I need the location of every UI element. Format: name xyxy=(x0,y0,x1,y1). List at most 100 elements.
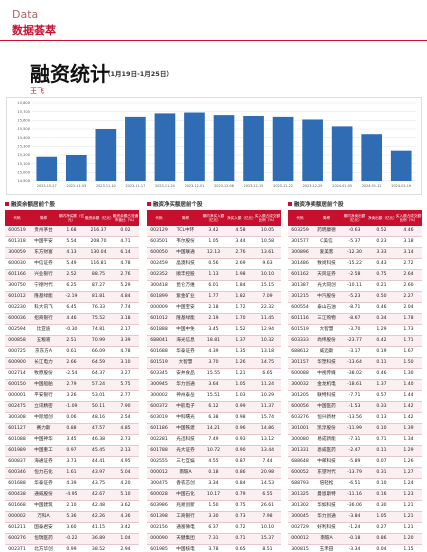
table-cell: 0.31 xyxy=(376,470,387,475)
table-row: 300308 中际旭创 0.06 48.16 2.54 xyxy=(5,413,139,424)
table-cell: 2.04 xyxy=(403,305,414,310)
table-cell: 东方财富 xyxy=(34,250,53,255)
table-cell: 长江电力 xyxy=(34,360,53,365)
table-cell: 平安银行 xyxy=(34,393,53,398)
table-cell: 牧原股份 xyxy=(34,371,53,376)
x-tick-label: 2023-10-27 xyxy=(37,184,57,188)
table-cell: 002352 xyxy=(150,272,168,277)
table-title: 融资余额居前个股 xyxy=(5,200,139,210)
table-cell: 0.73 xyxy=(235,514,246,519)
table-cell: 中航电子 xyxy=(176,404,195,409)
table-row: 002459 晶澳科技 0.56 2.69 9.63 xyxy=(147,259,281,270)
table-cell: 1.68 xyxy=(66,228,77,233)
table-row: 301325 曼恩斯特 -11.16 0.16 1.23 xyxy=(288,490,422,501)
table-cell: 华如科技 xyxy=(317,503,336,508)
y-tick-label: 15,500 xyxy=(17,127,30,131)
table-row: 301577 C美信 -5.37 0.23 3.18 xyxy=(288,237,422,248)
table-cell: 1.30 xyxy=(403,371,414,376)
table-cell: 5.49 xyxy=(66,261,77,266)
table-cell: 2.79 xyxy=(66,382,77,387)
table-row: 000012 南玻A 0.18 0.86 20.98 xyxy=(147,468,281,479)
column-header: 代码 xyxy=(296,215,304,220)
table-cell: 7.49 xyxy=(208,437,219,442)
table-cell: 万科A xyxy=(37,514,50,519)
table-cell: 1.82 xyxy=(235,294,246,299)
table-row: 603276 恒兴新材 -13.56 0.13 1.42 xyxy=(288,413,422,424)
table-cell: 301001 xyxy=(291,426,309,431)
table-cell: 14.75 xyxy=(260,360,275,365)
table-cell: 13.61 xyxy=(260,250,275,255)
table-cell: 13.18 xyxy=(260,349,275,354)
table: 融资净买额居前个股 代码 简称 期内净买入额（亿元） 净买入额（亿元） 买入额占成交额比例… xyxy=(147,200,281,552)
y-tick-label: 15,800 xyxy=(17,101,30,105)
table-cell: 1.84 xyxy=(235,283,246,288)
table-row: 601888 中国中免 3.45 1.52 12.94 xyxy=(147,325,281,336)
table-cell: 1.42 xyxy=(403,415,414,420)
table-cell: -3.34 xyxy=(348,547,361,552)
table-cell: 恒力石化 xyxy=(34,470,53,475)
table-cell: 1.29 xyxy=(376,327,387,332)
table-cell: 15.74 xyxy=(260,415,275,420)
table-cell: 300896 xyxy=(291,250,309,255)
table-cell: 57.24 xyxy=(91,382,106,387)
table-cell: 300418 xyxy=(150,283,168,288)
table-cell: 兴业银行 xyxy=(34,272,53,277)
table-cell: 0.46 xyxy=(376,305,387,310)
table-cell: 威迈斯 xyxy=(319,349,334,354)
x-tick-label: 2023-11-24 xyxy=(155,184,175,188)
table-row: 002555 三七互娱 4.55 0.87 7.44 xyxy=(147,457,281,468)
table-row: 603259 药明康德 -0.63 0.52 4.46 xyxy=(288,226,422,237)
table-cell: 1.37 xyxy=(376,382,387,387)
table-cell: 2.64 xyxy=(403,272,414,277)
table-cell: 14.21 xyxy=(206,426,221,431)
table-cell: 2.77 xyxy=(120,393,131,398)
table-cell: 0.04 xyxy=(376,547,387,552)
table-row: 000009 中国宝安 2.18 1.72 22.32 xyxy=(147,303,281,314)
table-row: 688041 海光信息 18.81 1.37 10.32 xyxy=(147,336,281,347)
table-cell: 688041 xyxy=(150,338,168,343)
table-cell: 4.71 xyxy=(120,239,131,244)
table-cell: 1.44 xyxy=(403,393,414,398)
table-cell: 国泰君安 xyxy=(34,525,53,530)
table-cell: 26.61 xyxy=(260,503,275,508)
table-cell: 0.33 xyxy=(376,404,387,409)
table-cell: 好利科技 xyxy=(317,525,336,530)
table-cell: 东望时代 xyxy=(317,470,336,475)
table-cell: -23.77 xyxy=(347,338,362,343)
table-header: 代码 简称 期内净买额（亿元） 融资余额（亿元） 融资余额占流通市值比（%） xyxy=(5,210,139,226)
table-cell: 75.52 xyxy=(91,316,106,321)
table-cell: -12.30 xyxy=(347,250,362,255)
table-cell: 1.21 xyxy=(403,514,414,519)
table-cell: 2.69 xyxy=(235,261,246,266)
table-cell: 002714 xyxy=(8,371,26,376)
table-cell: 301387 xyxy=(291,283,309,288)
table-cell: 0.84 xyxy=(235,481,246,486)
table-cell: -6.51 xyxy=(348,481,361,486)
table-cell: -2.47 xyxy=(348,448,361,453)
table-cell: 0.07 xyxy=(376,459,387,464)
table-cell: 7.09 xyxy=(262,294,273,299)
table-cell: 8.51 xyxy=(262,547,273,552)
table-cell: 1.21 xyxy=(403,525,414,530)
table-cell: 1.70 xyxy=(235,316,246,321)
table-cell: 7.90 xyxy=(120,404,131,409)
bar xyxy=(154,113,176,181)
table-cell: 4.36 xyxy=(120,514,131,519)
table-cell: 74.81 xyxy=(91,327,106,332)
table-cell: -11.99 xyxy=(347,426,362,431)
table-cell: 0.02 xyxy=(120,228,131,233)
table-cell: 15.15 xyxy=(260,283,275,288)
table-cell: 002371 xyxy=(8,547,26,552)
table-cell: 3.10 xyxy=(120,360,131,365)
bar xyxy=(184,112,205,181)
table-cell: -0.18 xyxy=(348,536,361,541)
table-cell: 9.63 xyxy=(262,261,273,266)
table-cell: 20.98 xyxy=(260,470,275,475)
table-cell: 11.45 xyxy=(260,316,275,321)
table-body: 002129 TCL中环 3.42 4.58 10.05 603501 韦尔股份 1.05 3.… xyxy=(147,226,281,552)
table-row: 601899 紫金矿业 1.77 1.82 7.09 xyxy=(147,292,281,303)
table-cell: 1.34 xyxy=(403,437,414,442)
table-title: 融资净卖额居前个股 xyxy=(288,200,422,210)
table-cell: 601519 xyxy=(150,360,168,365)
table-cell: 301302 xyxy=(291,503,309,508)
